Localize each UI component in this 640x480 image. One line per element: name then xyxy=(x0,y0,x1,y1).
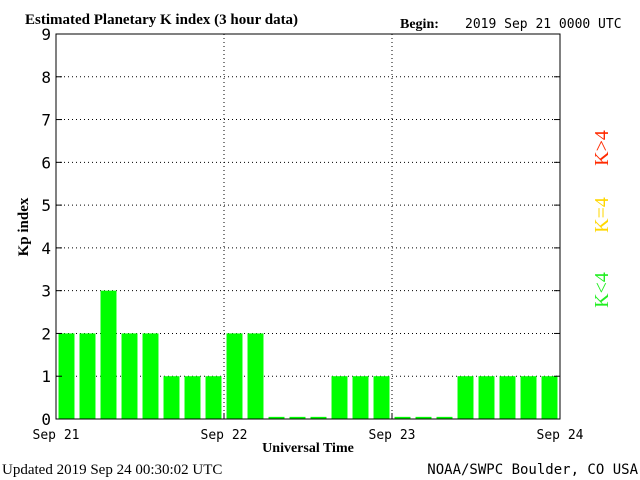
kp-bar xyxy=(520,376,537,419)
begin-label: Begin: xyxy=(400,17,439,32)
kp-bar xyxy=(373,376,390,419)
x-tick-label: Sep 21 xyxy=(33,428,80,443)
kp-bar xyxy=(478,376,495,419)
plot-frame xyxy=(55,33,561,420)
x-axis-label: Universal Time xyxy=(262,441,354,456)
kp-bar xyxy=(499,376,516,419)
y-tick-label: 6 xyxy=(41,153,51,172)
legend-label: K<4 xyxy=(591,272,613,308)
x-axis: Sep 21 Sep 22 Sep 23 Sep 24 xyxy=(33,413,584,443)
y-tick-label: 9 xyxy=(41,25,51,44)
kp-bar xyxy=(142,333,159,419)
legend-label: K=4 xyxy=(591,197,613,233)
kp-bar xyxy=(457,376,474,419)
kp-bar xyxy=(121,333,138,419)
y-tick-label: 0 xyxy=(41,410,51,429)
legend: K>4 K=4 K<4 xyxy=(591,130,613,308)
kp-bar xyxy=(394,416,411,419)
x-tick-label: Sep 22 xyxy=(201,428,248,443)
legend-label: K>4 xyxy=(591,130,613,166)
y-tick-label: 8 xyxy=(41,68,51,87)
x-tick-label: Sep 23 xyxy=(369,428,416,443)
y-tick-label: 5 xyxy=(41,196,51,215)
kp-bar xyxy=(58,333,75,419)
grid xyxy=(56,34,560,419)
kp-bar xyxy=(310,416,327,419)
y-tick-label: 7 xyxy=(41,111,51,130)
kp-bar xyxy=(79,333,96,419)
kp-bar xyxy=(541,376,558,419)
y-tick-label: 3 xyxy=(41,282,51,301)
updated-timestamp: Updated 2019 Sep 24 00:30:02 UTC xyxy=(2,462,222,478)
y-axis-label: Kp index xyxy=(16,197,32,256)
kp-bar xyxy=(247,333,264,419)
data-source: NOAA/SWPC Boulder, CO USA xyxy=(427,462,638,478)
kp-bar xyxy=(352,376,369,419)
bars xyxy=(58,290,558,419)
begin-value: 2019 Sep 21 0000 UTC xyxy=(465,17,622,32)
x-tick-label: Sep 24 xyxy=(537,428,584,443)
kp-bar xyxy=(100,290,117,419)
kp-bar xyxy=(289,416,306,419)
kp-bar xyxy=(184,376,201,419)
kp-bar xyxy=(331,376,348,419)
y-axis: 0 1 2 3 4 5 6 7 8 9 xyxy=(41,25,560,429)
kp-bar xyxy=(226,333,243,419)
kp-bar xyxy=(163,376,180,419)
chart-title: Estimated Planetary K index (3 hour data… xyxy=(25,12,298,28)
kp-bar xyxy=(205,376,222,419)
y-tick-label: 1 xyxy=(41,367,51,386)
y-tick-label: 2 xyxy=(41,324,51,343)
kp-bar xyxy=(436,416,453,419)
kp-bar xyxy=(415,416,432,419)
y-tick-label: 4 xyxy=(41,239,51,258)
kp-bar xyxy=(268,416,285,419)
